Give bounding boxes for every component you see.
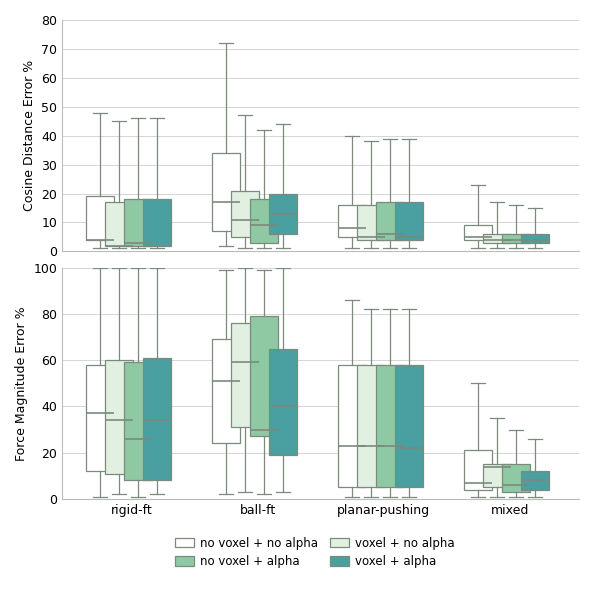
PathPatch shape [395, 202, 423, 240]
PathPatch shape [521, 234, 549, 243]
PathPatch shape [502, 464, 530, 492]
PathPatch shape [212, 339, 240, 444]
Legend: no voxel + no alpha, no voxel + alpha, voxel + no alpha, voxel + alpha: no voxel + no alpha, no voxel + alpha, v… [170, 532, 459, 573]
Y-axis label: Force Magnitude Error %: Force Magnitude Error % [15, 306, 28, 461]
PathPatch shape [231, 190, 259, 237]
PathPatch shape [521, 471, 549, 490]
PathPatch shape [357, 365, 385, 487]
PathPatch shape [143, 358, 170, 480]
PathPatch shape [376, 365, 404, 487]
PathPatch shape [124, 200, 152, 246]
PathPatch shape [105, 202, 133, 246]
PathPatch shape [339, 205, 366, 237]
PathPatch shape [269, 193, 296, 234]
PathPatch shape [502, 234, 530, 243]
PathPatch shape [465, 450, 492, 490]
PathPatch shape [212, 153, 240, 231]
PathPatch shape [395, 365, 423, 487]
PathPatch shape [86, 197, 114, 240]
PathPatch shape [250, 200, 278, 243]
PathPatch shape [231, 323, 259, 428]
PathPatch shape [339, 365, 366, 487]
PathPatch shape [269, 349, 296, 455]
PathPatch shape [357, 205, 385, 240]
PathPatch shape [143, 200, 170, 246]
PathPatch shape [376, 202, 404, 240]
PathPatch shape [86, 365, 114, 471]
PathPatch shape [124, 362, 152, 480]
Y-axis label: Cosine Distance Error %: Cosine Distance Error % [23, 60, 36, 211]
PathPatch shape [105, 360, 133, 474]
PathPatch shape [484, 234, 511, 243]
PathPatch shape [484, 464, 511, 487]
PathPatch shape [250, 316, 278, 437]
PathPatch shape [465, 225, 492, 240]
